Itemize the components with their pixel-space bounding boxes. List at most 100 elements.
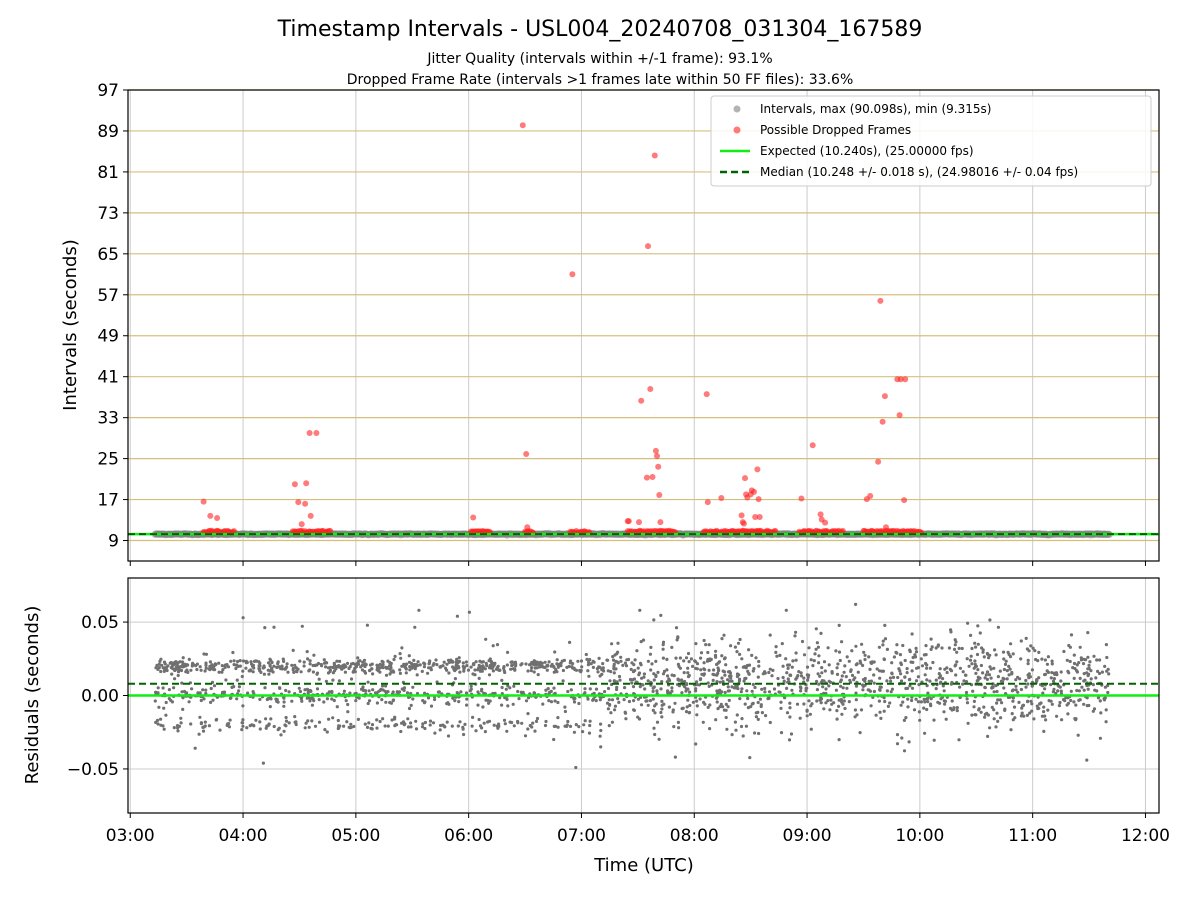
residual-point xyxy=(750,653,754,658)
residual-point xyxy=(1049,683,1053,687)
residual-point xyxy=(436,690,440,694)
residual-point xyxy=(923,700,927,704)
residual-point xyxy=(780,642,784,646)
top-y-tick-label: 49 xyxy=(97,327,119,347)
residual-point xyxy=(512,724,516,728)
residual-point xyxy=(217,661,221,665)
residual-point xyxy=(235,697,239,701)
residual-point xyxy=(176,673,180,678)
residual-point xyxy=(941,684,945,688)
residual-point xyxy=(819,631,823,636)
residual-point xyxy=(180,690,184,694)
residual-point xyxy=(599,728,603,733)
residual-point xyxy=(477,676,481,681)
residual-point xyxy=(837,738,841,742)
residual-point xyxy=(204,661,208,665)
residual-point xyxy=(1051,679,1056,683)
residual-point xyxy=(1013,716,1017,720)
residual-point xyxy=(317,720,322,724)
residual-point xyxy=(789,732,794,736)
residual-point xyxy=(545,668,549,672)
residual-point xyxy=(735,674,740,679)
residual-point xyxy=(409,703,413,708)
residual-point xyxy=(391,669,395,673)
dropped-frame-point xyxy=(756,514,763,520)
legend-label-median: Median (10.248 +/- 0.018 s), (24.98016 +… xyxy=(760,165,1078,179)
residual-point xyxy=(828,708,832,712)
residual-point xyxy=(491,644,495,648)
residual-point xyxy=(284,688,288,693)
residual-point xyxy=(827,663,831,667)
residual-point xyxy=(642,672,647,676)
dropped-frame-point xyxy=(897,376,904,383)
residual-point xyxy=(741,734,745,738)
residual-point xyxy=(552,686,556,690)
residual-point xyxy=(954,663,958,667)
dropped-frame-point xyxy=(738,512,745,519)
residual-point xyxy=(360,668,365,672)
residual-point xyxy=(636,666,640,670)
dropped-frame-point xyxy=(656,492,663,498)
residual-point xyxy=(941,677,945,681)
residual-point xyxy=(957,738,961,742)
residual-point xyxy=(529,669,533,673)
residual-point xyxy=(566,689,570,694)
residual-point xyxy=(315,687,320,691)
residual-point xyxy=(272,664,276,668)
dropped-frame-point xyxy=(652,447,659,454)
residual-point xyxy=(1065,658,1069,662)
residual-point xyxy=(376,669,380,673)
residual-point xyxy=(881,643,885,647)
residual-point xyxy=(818,674,822,678)
residual-point xyxy=(740,687,744,691)
residual-point xyxy=(822,707,826,711)
residual-point xyxy=(400,646,404,650)
residual-point xyxy=(348,665,352,669)
residual-point xyxy=(201,729,206,733)
dropped-frame-point xyxy=(740,520,747,527)
residual-point xyxy=(1085,758,1089,762)
residual-point xyxy=(840,640,844,644)
residual-point xyxy=(285,662,289,666)
residual-point xyxy=(903,675,907,679)
residual-point xyxy=(990,705,994,710)
residual-point xyxy=(641,683,645,687)
residual-point xyxy=(806,678,810,682)
residual-point xyxy=(450,724,454,728)
legend-label-expected: Expected (10.240s), (25.00000 fps) xyxy=(760,144,974,158)
dropped-frame-point xyxy=(625,518,632,525)
residual-point xyxy=(464,691,469,695)
residual-point xyxy=(578,668,582,673)
residual-point xyxy=(861,663,865,668)
residual-point xyxy=(676,662,681,667)
residual-point xyxy=(835,672,840,677)
residual-point xyxy=(734,665,738,669)
residual-point xyxy=(254,718,258,722)
residual-point xyxy=(992,717,996,721)
top-y-tick-label: 97 xyxy=(97,81,119,101)
residual-point xyxy=(683,679,687,684)
residual-point xyxy=(207,667,211,671)
residual-point xyxy=(520,662,524,666)
residual-point xyxy=(795,702,800,706)
residual-point xyxy=(715,673,719,677)
residual-point xyxy=(651,689,655,694)
residual-point xyxy=(1022,714,1026,718)
residual-point xyxy=(646,703,650,707)
dropped-frame-point xyxy=(470,514,477,521)
residual-point xyxy=(952,647,957,652)
residual-point xyxy=(172,726,176,730)
dropped-frame-point xyxy=(839,527,846,534)
residual-point xyxy=(736,641,741,645)
residual-point xyxy=(1007,664,1011,669)
dropped-frame-point xyxy=(313,430,320,436)
residual-point xyxy=(707,668,711,672)
residual-point xyxy=(736,687,740,691)
residual-point xyxy=(1010,672,1014,676)
residual-point xyxy=(368,663,373,667)
residual-point xyxy=(709,657,713,662)
residual-point xyxy=(985,677,990,682)
residual-point xyxy=(375,726,379,730)
residual-point xyxy=(262,672,266,676)
residual-point xyxy=(813,652,817,656)
